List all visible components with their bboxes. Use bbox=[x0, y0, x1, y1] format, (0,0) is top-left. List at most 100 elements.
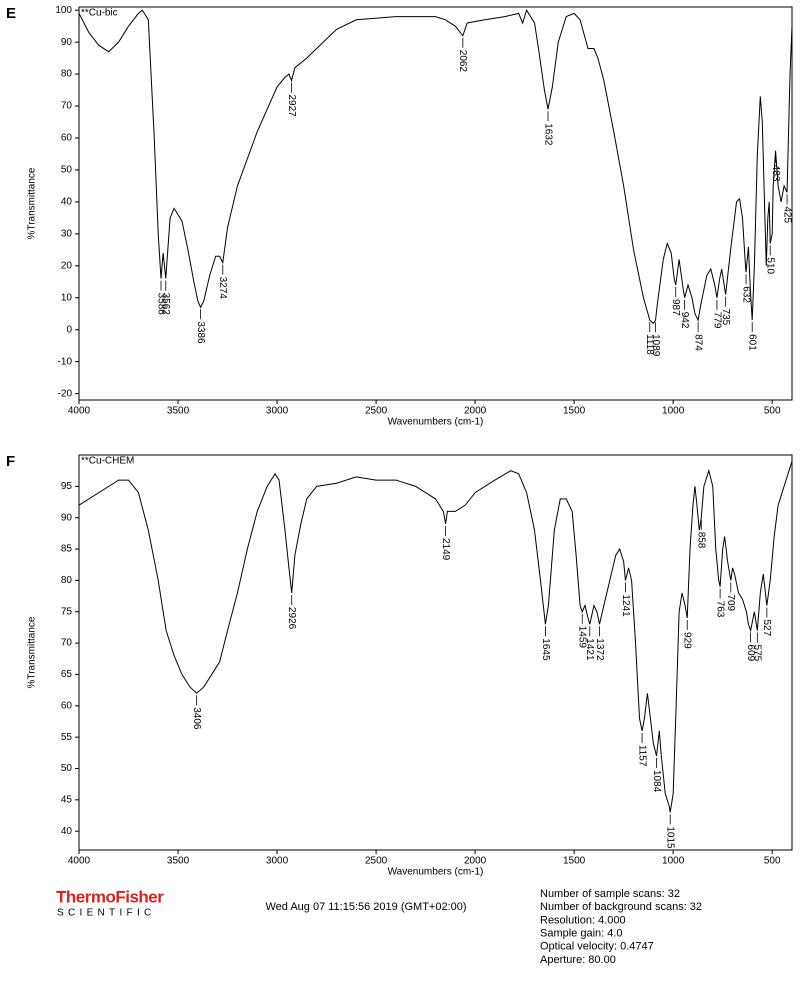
x-tick-label: 1500 bbox=[563, 856, 586, 867]
y-axis-label: %Transmittance bbox=[27, 167, 38, 239]
peak-label: 1089 bbox=[650, 334, 661, 357]
peak-label: 425 bbox=[781, 206, 792, 223]
y-tick-label: 90 bbox=[61, 37, 73, 48]
peak-label: 1459 bbox=[577, 626, 588, 649]
setting: Number of background scans: 32 bbox=[540, 901, 702, 913]
x-tick-label: 1500 bbox=[563, 406, 586, 417]
setting: Aperture: 80.00 bbox=[540, 954, 616, 966]
peak-label: 3562 bbox=[160, 293, 171, 316]
x-tick-label: 2000 bbox=[464, 856, 487, 867]
x-tick-label: 4000 bbox=[68, 856, 91, 867]
peak-label: 2062 bbox=[457, 50, 468, 73]
y-tick-label: -10 bbox=[58, 356, 73, 367]
peak-label: 527 bbox=[761, 619, 772, 636]
peak-label: 3274 bbox=[217, 277, 228, 300]
x-tick-label: 2500 bbox=[365, 856, 388, 867]
peak-label: 1015 bbox=[665, 826, 676, 849]
x-axis-label: Wavenumbers (cm-1) bbox=[388, 867, 484, 878]
logo: ThermoFisher bbox=[56, 887, 164, 906]
sample-name: **Cu-bic bbox=[81, 8, 118, 19]
peak-label: 1241 bbox=[620, 594, 631, 617]
peak-label: 575 bbox=[752, 645, 763, 662]
setting: Number of sample scans: 32 bbox=[540, 888, 680, 900]
y-tick-label: 20 bbox=[61, 260, 73, 271]
peak-label: 779 bbox=[711, 312, 722, 329]
spectrum-line bbox=[78, 461, 793, 813]
y-tick-label: 70 bbox=[61, 638, 73, 649]
x-tick-label: 2500 bbox=[365, 406, 388, 417]
x-tick-label: 1000 bbox=[662, 406, 685, 417]
peak-label: 987 bbox=[670, 299, 681, 316]
y-tick-label: 65 bbox=[61, 669, 73, 680]
x-tick-label: 500 bbox=[764, 406, 781, 417]
x-tick-label: 2000 bbox=[464, 406, 487, 417]
y-tick-label: -20 bbox=[58, 388, 73, 399]
x-tick-label: 3000 bbox=[266, 406, 289, 417]
panel-label: E bbox=[6, 5, 16, 22]
y-tick-label: 55 bbox=[61, 732, 73, 743]
y-tick-label: 40 bbox=[61, 826, 73, 837]
peak-label: 1645 bbox=[540, 638, 551, 661]
y-tick-label: 40 bbox=[61, 197, 73, 208]
y-tick-label: 90 bbox=[61, 512, 73, 523]
peak-label: 2926 bbox=[286, 607, 297, 630]
peak-label: 3386 bbox=[195, 321, 206, 344]
y-tick-label: 100 bbox=[55, 5, 72, 16]
plot-frame bbox=[78, 6, 793, 401]
y-tick-label: 95 bbox=[61, 481, 73, 492]
x-tick-label: 3500 bbox=[167, 406, 190, 417]
y-tick-label: 60 bbox=[61, 133, 73, 144]
x-axis-label: Wavenumbers (cm-1) bbox=[388, 417, 484, 428]
peak-label: 1421 bbox=[584, 638, 595, 661]
y-tick-label: 70 bbox=[61, 101, 73, 112]
peak-label: 632 bbox=[740, 286, 751, 303]
peak-label: 609 bbox=[745, 645, 756, 662]
x-tick-label: 3500 bbox=[167, 856, 190, 867]
y-tick-label: 45 bbox=[61, 794, 73, 805]
peak-label: 1118 bbox=[644, 334, 655, 355]
y-tick-label: 10 bbox=[61, 292, 73, 303]
logo-sub: SCIENTIFIC bbox=[57, 908, 156, 919]
peak-label: 483 bbox=[770, 165, 781, 182]
peak-label: 858 bbox=[696, 532, 707, 549]
peak-label: 763 bbox=[714, 601, 725, 618]
peak-label: 1084 bbox=[651, 770, 662, 793]
y-tick-label: 0 bbox=[66, 324, 72, 335]
setting: Resolution: 4.000 bbox=[540, 914, 626, 926]
y-tick-label: 50 bbox=[61, 165, 73, 176]
peak-label: 2149 bbox=[440, 538, 451, 561]
y-tick-label: 80 bbox=[61, 575, 73, 586]
y-tick-label: 30 bbox=[61, 228, 73, 239]
x-tick-label: 1000 bbox=[662, 856, 685, 867]
peak-label: 874 bbox=[692, 334, 703, 351]
spectrum-line bbox=[78, 9, 793, 325]
x-tick-label: 3000 bbox=[266, 856, 289, 867]
x-tick-label: 500 bbox=[764, 856, 781, 867]
peak-label: 2927 bbox=[286, 94, 297, 117]
peak-label: 3406 bbox=[191, 707, 202, 730]
peak-label: 1632 bbox=[542, 123, 553, 146]
plot-frame bbox=[78, 454, 793, 851]
y-tick-label: 75 bbox=[61, 606, 73, 617]
y-tick-label: 50 bbox=[61, 763, 73, 774]
setting: Sample gain: 4.0 bbox=[540, 928, 623, 940]
y-tick-label: 85 bbox=[61, 544, 73, 555]
peak-label: 1157 bbox=[636, 745, 647, 767]
peak-label: 735 bbox=[720, 309, 731, 326]
peak-label: 3586 bbox=[155, 293, 166, 316]
setting: Optical velocity: 0.4747 bbox=[540, 941, 654, 953]
panel-label: F bbox=[6, 453, 15, 470]
peak-label: 601 bbox=[747, 334, 758, 351]
peak-label: 942 bbox=[679, 312, 690, 329]
sample-name: **Cu-CHEM bbox=[81, 456, 134, 467]
y-axis-label: %Transmittance bbox=[27, 616, 38, 688]
x-tick-label: 4000 bbox=[68, 406, 91, 417]
peak-label: 929 bbox=[682, 632, 693, 649]
peak-label: 1372 bbox=[594, 638, 605, 661]
y-tick-label: 60 bbox=[61, 700, 73, 711]
peak-label: 510 bbox=[765, 257, 776, 274]
peak-label: 709 bbox=[725, 594, 736, 611]
y-tick-label: 80 bbox=[61, 69, 73, 80]
date: Wed Aug 07 11:15:56 2019 (GMT+02:00) bbox=[265, 901, 466, 913]
